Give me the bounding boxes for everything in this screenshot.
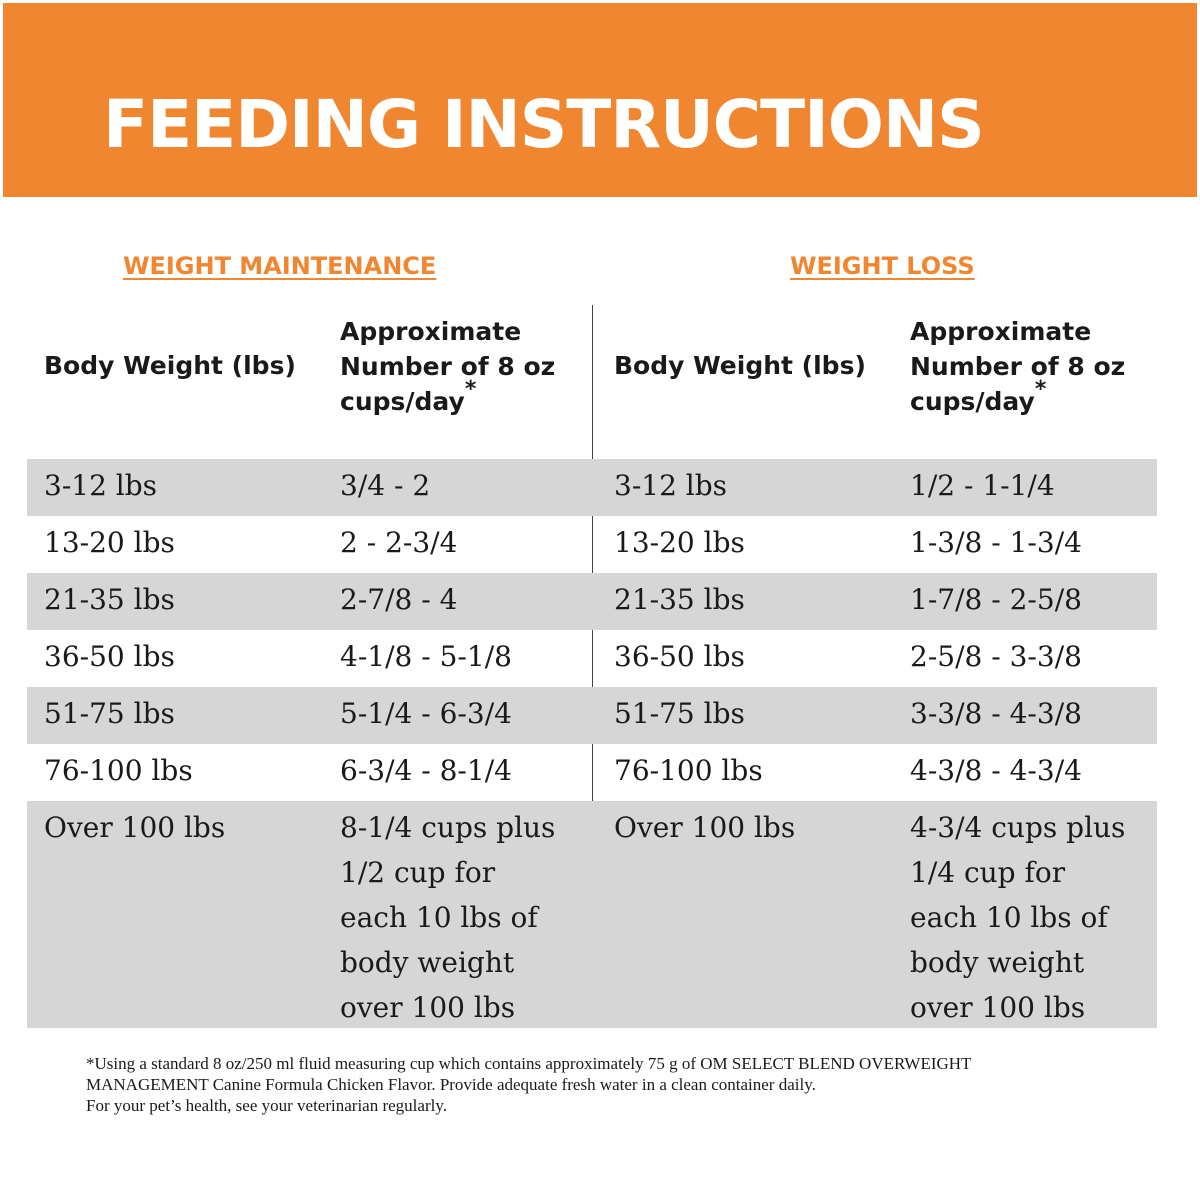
loss-cups-cell: 4-3/8 - 4-3/4 [910, 754, 1082, 787]
footnote-line: MANAGEMENT Canine Formula Chicken Flavor… [86, 1075, 816, 1094]
footnote-line: For your pet’s health, see your veterina… [86, 1096, 447, 1115]
header-cups-line: Number of 8 oz [910, 352, 1126, 381]
loss-weight-cell: 13-20 lbs [614, 526, 745, 559]
page-title: FEEDING INSTRUCTIONS [103, 86, 985, 163]
maintenance-weight-cell: 76-100 lbs [44, 754, 193, 787]
header-cups-line: cups/day [910, 387, 1035, 416]
footnote-asterisk: * [1034, 377, 1047, 402]
header-maintenance-body-weight: Body Weight (lbs) [44, 351, 296, 380]
maintenance-weight-cell: 51-75 lbs [44, 697, 175, 730]
loss-weight-cell: 76-100 lbs [614, 754, 763, 787]
header-maintenance-cups: Approximate Number of 8 oz cups/day* [340, 314, 580, 419]
loss-weight-cell: 21-35 lbs [614, 583, 745, 616]
maintenance-weight-cell: 21-35 lbs [44, 583, 175, 616]
footnote: *Using a standard 8 oz/250 ml fluid meas… [86, 1053, 1166, 1116]
maintenance-cups-cell: 2-7/8 - 4 [340, 583, 458, 616]
table-row: Over 100 lbs 8-1/4 cups plus 1/2 cup for… [27, 801, 1157, 1028]
table-row: 51-75 lbs 5-1/4 - 6-3/4 51-75 lbs 3-3/8 … [27, 687, 1157, 744]
loss-cups-cell: 4-3/4 cups plus 1/4 cup for each 10 lbs … [910, 811, 1126, 1024]
header-banner: FEEDING INSTRUCTIONS [3, 3, 1197, 197]
loss-cups-cell: 1-7/8 - 2-5/8 [910, 583, 1082, 616]
header-cups-line: cups/day [340, 387, 465, 416]
maintenance-weight-cell: 3-12 lbs [44, 469, 158, 502]
maintenance-weight-cell: 36-50 lbs [44, 640, 175, 673]
header-loss-body-weight: Body Weight (lbs) [614, 351, 866, 380]
table-row: 3-12 lbs 3/4 - 2 3-12 lbs 1/2 - 1-1/4 [27, 459, 1157, 516]
table-row: 36-50 lbs 4-1/8 - 5-1/8 36-50 lbs 2-5/8 … [27, 630, 1157, 687]
column-divider [592, 305, 593, 1028]
loss-cups-cell: 1/2 - 1-1/4 [910, 469, 1055, 502]
maintenance-cups-cell: 4-1/8 - 5-1/8 [340, 640, 512, 673]
maintenance-cups-cell: 8-1/4 cups plus 1/2 cup for each 10 lbs … [340, 811, 556, 1024]
table-row: 21-35 lbs 2-7/8 - 4 21-35 lbs 1-7/8 - 2-… [27, 573, 1157, 630]
maintenance-cups-cell: 2 - 2-3/4 [340, 526, 458, 559]
loss-weight-cell: Over 100 lbs [614, 811, 796, 844]
maintenance-cups-cell: 5-1/4 - 6-3/4 [340, 697, 512, 730]
header-cups-line: Approximate [340, 317, 522, 346]
footnote-line: *Using a standard 8 oz/250 ml fluid meas… [86, 1054, 972, 1073]
loss-weight-cell: 36-50 lbs [614, 640, 745, 673]
section-title-weight-loss: WEIGHT LOSS [790, 252, 975, 280]
table-row: 76-100 lbs 6-3/4 - 8-1/4 76-100 lbs 4-3/… [27, 744, 1157, 801]
loss-weight-cell: 51-75 lbs [614, 697, 745, 730]
footnote-asterisk: * [464, 377, 477, 402]
feeding-table: 3-12 lbs 3/4 - 2 3-12 lbs 1/2 - 1-1/4 13… [27, 459, 1157, 1028]
maintenance-weight-cell: 13-20 lbs [44, 526, 175, 559]
header-cups-line: Number of 8 oz [340, 352, 556, 381]
header-loss-cups: Approximate Number of 8 oz cups/day* [910, 314, 1150, 419]
loss-cups-cell: 2-5/8 - 3-3/8 [910, 640, 1082, 673]
section-title-weight-maintenance: WEIGHT MAINTENANCE [123, 252, 437, 280]
header-cups-line: Approximate [910, 317, 1092, 346]
maintenance-cups-cell: 3/4 - 2 [340, 469, 431, 502]
loss-cups-cell: 1-3/8 - 1-3/4 [910, 526, 1082, 559]
maintenance-weight-cell: Over 100 lbs [44, 811, 226, 844]
table-row: 13-20 lbs 2 - 2-3/4 13-20 lbs 1-3/8 - 1-… [27, 516, 1157, 573]
loss-weight-cell: 3-12 lbs [614, 469, 728, 502]
maintenance-cups-cell: 6-3/4 - 8-1/4 [340, 754, 512, 787]
loss-cups-cell: 3-3/8 - 4-3/8 [910, 697, 1082, 730]
